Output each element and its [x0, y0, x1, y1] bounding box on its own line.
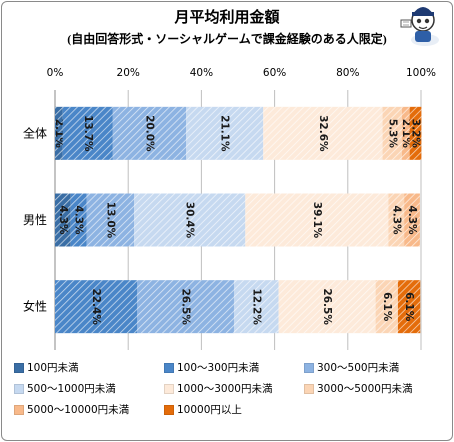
data-label: 13.0%	[104, 202, 116, 239]
chart-subtitle: (自由回答形式・ソーシャルゲームで課金経験のある人限定)	[67, 32, 387, 46]
data-label: 26.5%	[179, 288, 191, 325]
legend-item: 5000～10000円未満	[14, 402, 129, 417]
bar-segment-hatch	[186, 106, 264, 160]
legend-swatch	[304, 362, 314, 373]
bar-segment-hatch	[404, 193, 420, 247]
legend-swatch	[164, 362, 174, 373]
mascot-logo	[400, 7, 439, 46]
data-label: 6.1%	[381, 292, 393, 322]
x-tick-label: 0%	[47, 67, 64, 79]
bar-segment-hatch	[401, 106, 410, 160]
legend-label: 3000～5000円未満	[317, 383, 413, 395]
legend-swatch	[14, 362, 24, 373]
data-label: 21.1%	[219, 115, 231, 152]
stacked-bar-chart: 0% 20% 40% 60% 80% 100% 全体 2.1% 13.7% 20.0% 21.1% 3…	[23, 67, 436, 350]
legend-swatch	[14, 383, 24, 394]
legend-label: 10000円以上	[177, 404, 242, 416]
legend-item: 100～300円未満	[164, 360, 259, 375]
data-label: 13.7%	[82, 115, 94, 152]
legend-label: 300～500円未満	[317, 362, 400, 374]
bar-segment-hatch	[62, 106, 113, 160]
bar-segment-hatch	[55, 193, 71, 247]
legend-label: 1000～3000円未満	[177, 383, 273, 395]
x-tick-label: 40%	[190, 67, 213, 79]
legend-item: 500～1000円未満	[14, 381, 116, 396]
legend-item: 3000～5000円未満	[304, 381, 412, 396]
data-label: 20.0%	[143, 115, 155, 152]
data-label: 4.3%	[406, 205, 418, 235]
bar-segment-hatch	[409, 106, 422, 160]
legend-swatch	[164, 383, 174, 394]
data-label: 22.4%	[90, 288, 102, 325]
category-label: 全体	[23, 125, 47, 140]
bar-segment-hatch	[70, 193, 87, 247]
bar-segment-hatch	[278, 280, 376, 334]
x-tick-label: 20%	[117, 67, 140, 79]
chart-title: 月平均利用金額	[174, 10, 280, 26]
legend-label: 100～300円未満	[177, 362, 260, 374]
bar-segment-hatch	[86, 193, 135, 247]
x-tick-label: 60%	[263, 67, 286, 79]
data-label: 4.3%	[390, 205, 402, 235]
data-label: 6.1%	[403, 292, 415, 322]
bar-segment-hatch	[136, 280, 234, 334]
bar-segment-hatch	[382, 106, 402, 160]
legend-swatch	[14, 404, 24, 415]
data-label: 39.1%	[311, 202, 323, 239]
legend-label: 5000～10000円未満	[27, 404, 130, 416]
data-label: 32.6%	[317, 115, 329, 152]
data-label: 26.5%	[321, 288, 333, 325]
legend-item: 10000円以上	[164, 402, 242, 417]
data-label: 12.2%	[250, 288, 262, 325]
category-label: 男性	[23, 213, 47, 227]
x-tick-label: 100%	[406, 67, 436, 79]
bar-segment-hatch	[263, 106, 383, 160]
data-label: 3.2%	[410, 119, 422, 149]
legend-item: 100円未満	[14, 360, 79, 375]
bar-segment-hatch	[55, 280, 137, 334]
bar-segment-hatch	[388, 193, 405, 247]
data-label: 2.1%	[53, 119, 65, 149]
data-label: 30.4%	[184, 202, 196, 239]
bar-segment-hatch	[397, 280, 421, 334]
bar-segment-hatch	[134, 193, 246, 247]
bar-segment-hatch	[112, 106, 187, 160]
bar-segment-hatch	[245, 193, 389, 247]
data-label: 4.3%	[57, 205, 69, 235]
legend-item: 1000～3000円未満	[164, 381, 272, 396]
bar-segment-hatch	[375, 280, 398, 334]
legend-item: 300～500円未満	[304, 360, 399, 375]
data-label: 4.3%	[73, 205, 85, 235]
data-label: 2.1%	[400, 119, 412, 149]
legend-swatch	[164, 404, 174, 415]
x-tick-label: 80%	[336, 67, 359, 79]
bar-segment-hatch	[55, 106, 63, 160]
data-label: 5.3%	[386, 119, 398, 149]
legend-label: 100円未満	[27, 362, 79, 374]
legend-swatch	[304, 383, 314, 394]
bar-segment-hatch	[233, 280, 279, 334]
category-label: 女性	[23, 299, 47, 314]
legend-label: 500～1000円未満	[27, 383, 116, 395]
